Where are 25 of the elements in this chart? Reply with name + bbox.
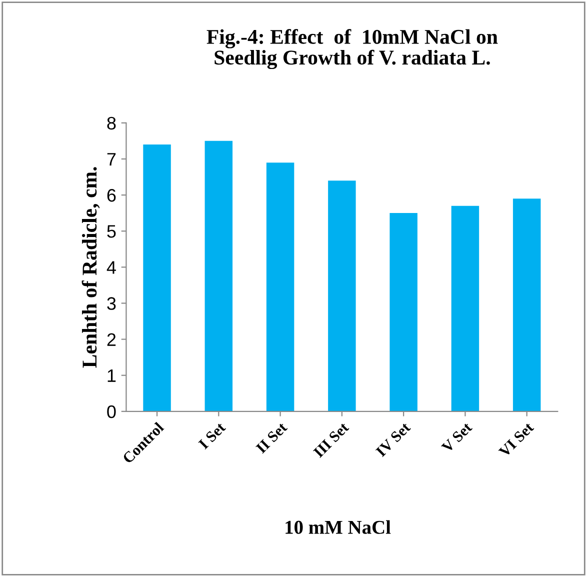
bar — [451, 206, 480, 412]
y-tick-label: 1 — [108, 369, 116, 382]
bar — [266, 162, 294, 412]
bar — [143, 144, 171, 412]
x-tick-label: VI Set — [498, 422, 534, 458]
y-tick-label: 8 — [107, 116, 116, 130]
chart-title: Fig.-4: Effect of 10mM NaCl on Seedlig Growth of V. radiata L. — [206, 29, 498, 70]
x-tick-label: V Set — [440, 422, 473, 454]
y-tick-label: 4 — [106, 261, 116, 274]
y-tick-label: 2 — [107, 333, 116, 346]
y-axis-title: Lenhth of Radicle, cm. — [82, 167, 100, 368]
y-tick-label: 3 — [107, 297, 116, 310]
y-tick-label: 7 — [107, 153, 116, 166]
y-tick-label: 5 — [107, 225, 116, 238]
x-tick-label: III Set — [312, 422, 350, 458]
x-axis-title: 10 mM NaCl — [286, 520, 391, 534]
bar — [328, 180, 356, 412]
y-tick-label: 6 — [107, 188, 116, 202]
x-tick-label: II Set — [255, 422, 288, 454]
bar — [512, 198, 541, 412]
bar — [390, 213, 418, 412]
x-tick-label: IV Set — [375, 422, 412, 458]
y-tick-label: 0 — [107, 405, 116, 418]
bar — [204, 140, 233, 412]
x-tick-label: I Set — [198, 422, 226, 450]
